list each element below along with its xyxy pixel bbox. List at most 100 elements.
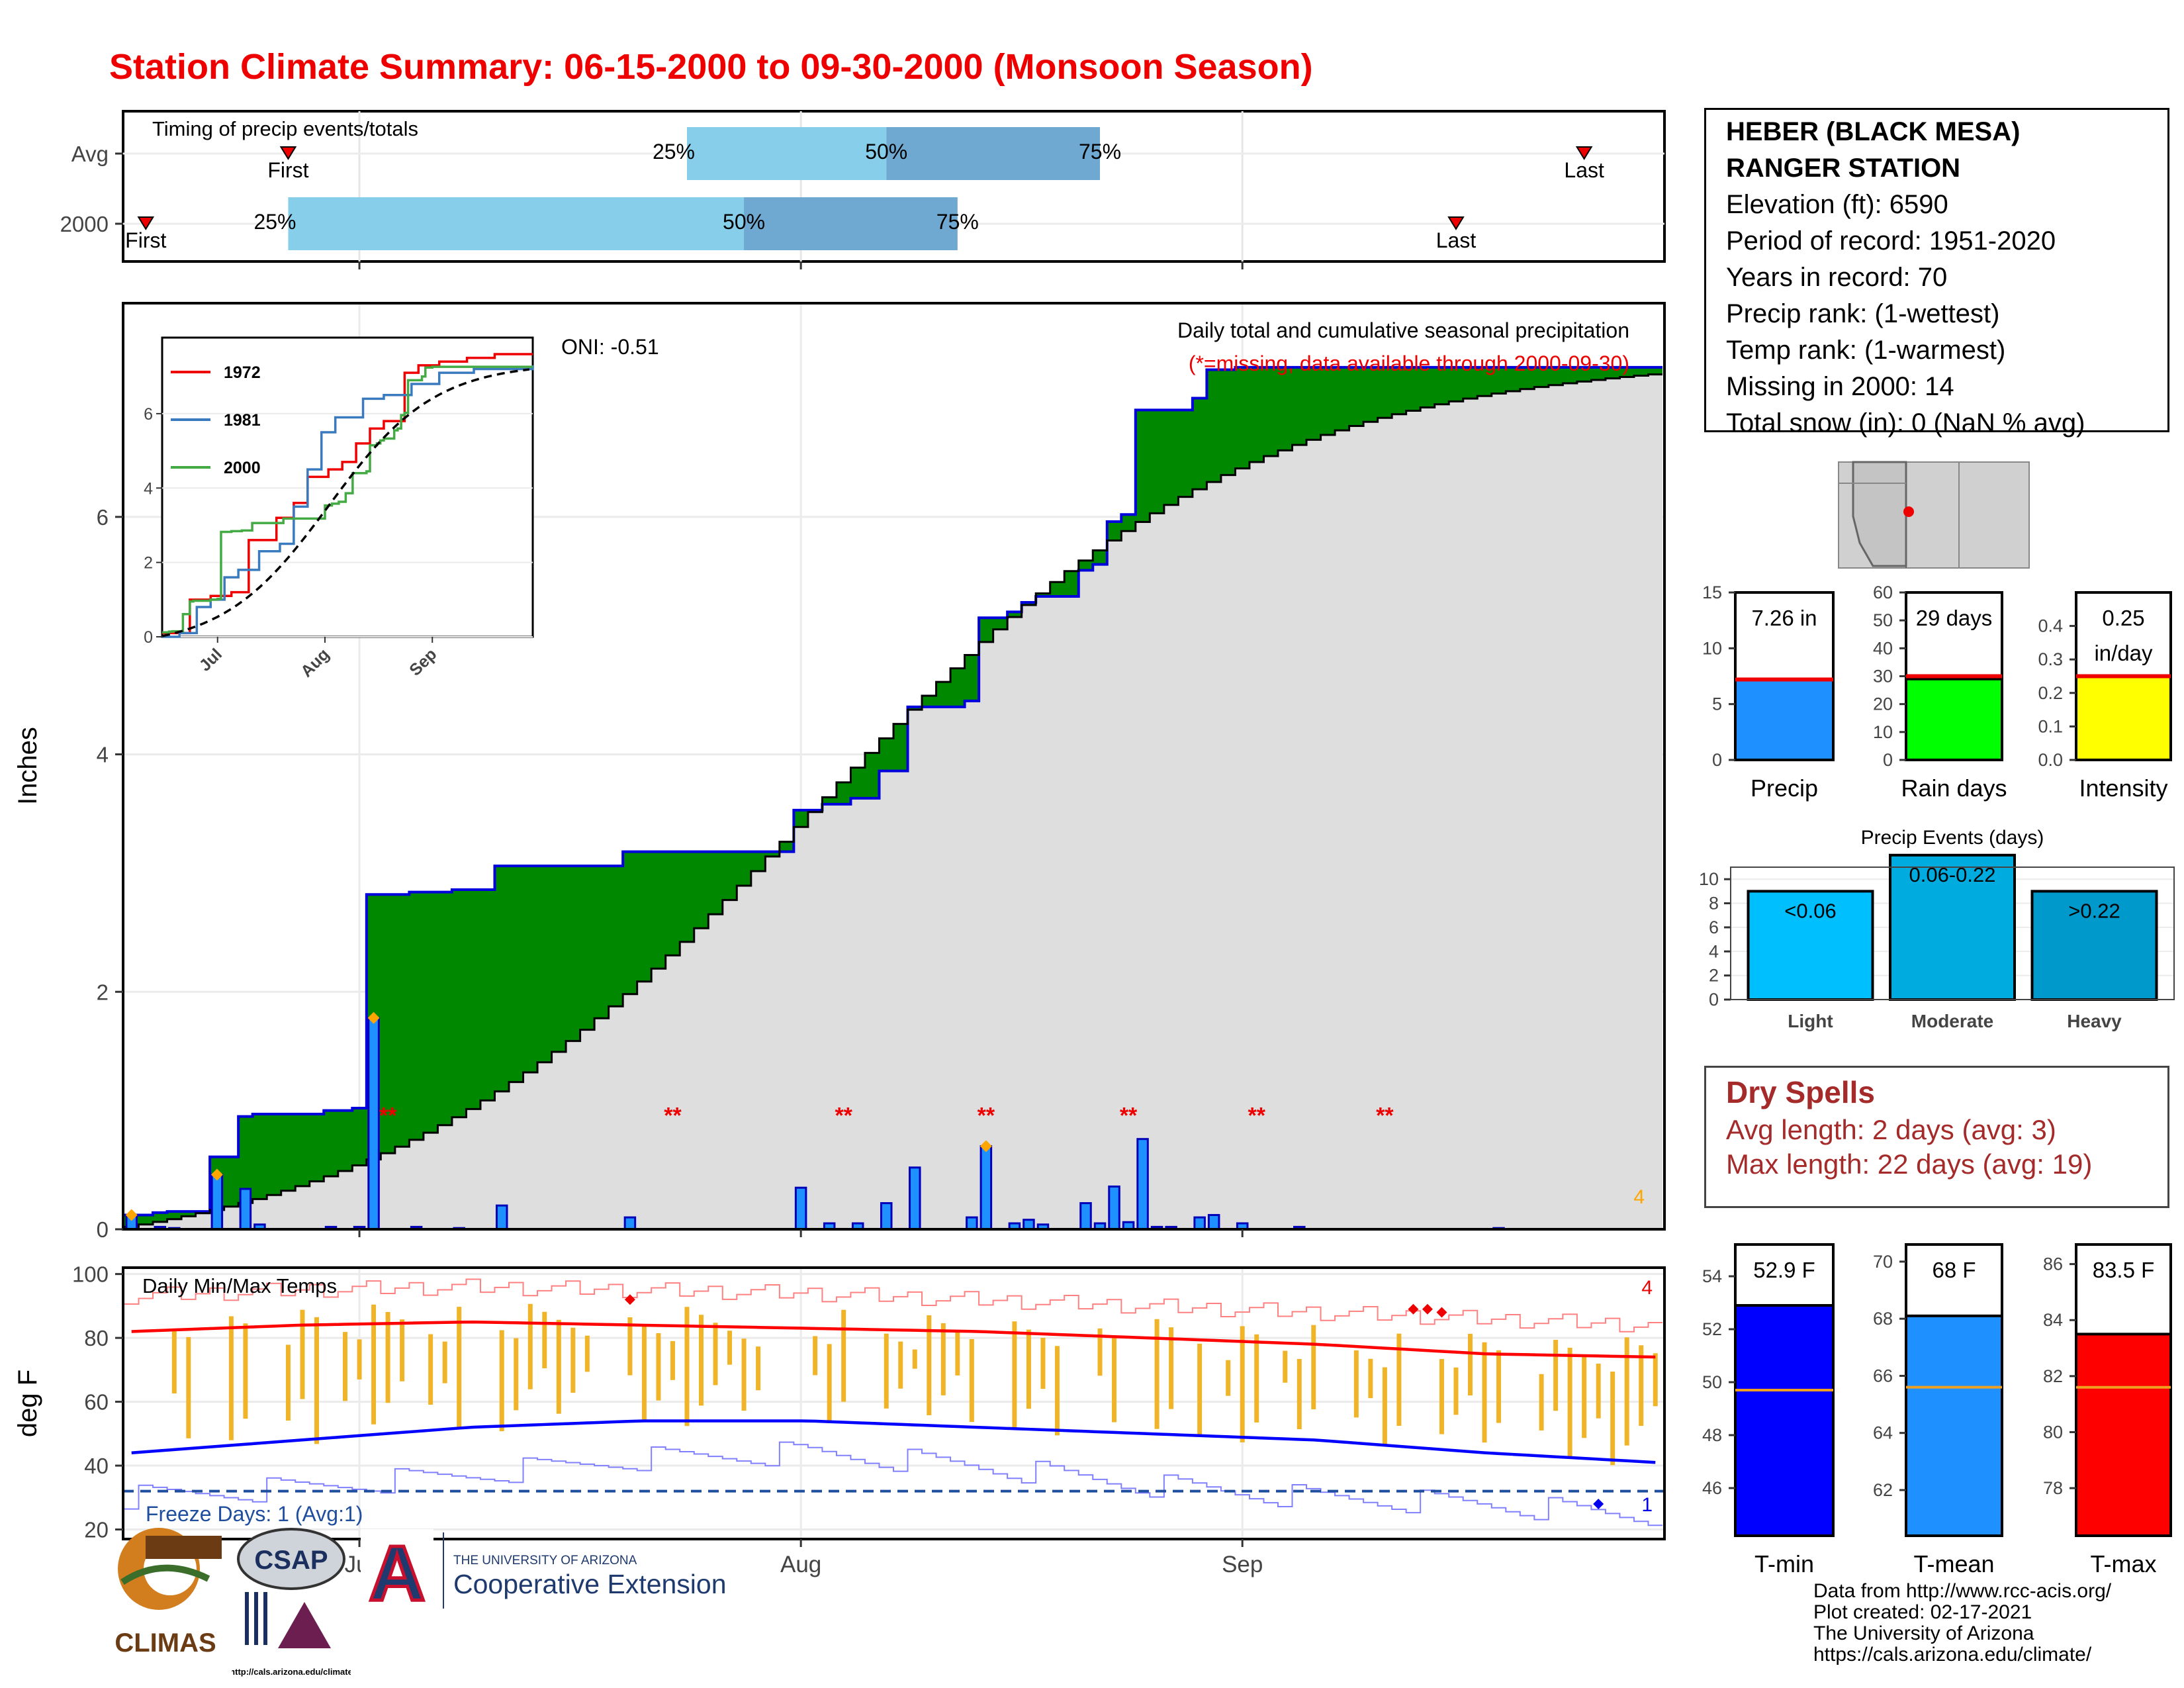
precip-y-tick-label: 0 [97,1217,109,1242]
mini-panel-y-label: 20 [1873,694,1893,714]
daily-temp-bar [969,1338,974,1423]
daily-temp-bar [514,1338,519,1411]
ua-logo-small-text: THE UNIVERSITY OF ARIZONA [453,1554,637,1568]
daily-temp-bar [343,1332,348,1401]
missing-data-marker: ** [1120,1103,1138,1129]
station-info-panel: HEBER (BLACK MESA) RANGER STATION Elevat… [1704,108,2169,438]
daily-temp-bar [314,1317,319,1444]
temp-y-axis-label: deg F [13,1370,42,1437]
daily-precip-bar [1079,1202,1092,1231]
temp-x-tick-label: Sep [1222,1552,1263,1577]
timeline-last-label: Last [1564,158,1604,182]
oni-annotation: ONI: -0.51 [561,335,659,359]
daily-temp-bar [884,1333,889,1409]
csap-logo-rain2 [254,1592,258,1645]
daily-temp-bar [627,1317,633,1376]
daily-temp-bar [1154,1319,1160,1429]
mini-panel-title: T-max [2090,1550,2156,1577]
timeline-bar-25-50 [686,127,887,180]
daily-precip-bar [210,1173,224,1231]
mini-panel-y-label: 0 [1883,750,1893,770]
temp-y-tick-label: 60 [84,1390,109,1415]
daily-temp-bar [841,1309,846,1402]
missing-data-marker: ** [835,1103,852,1129]
daily-temp-bar [1240,1326,1245,1442]
daily-precip-bar [909,1166,921,1231]
inset-avg-line [161,368,529,637]
precip-chart-title: Daily total and cumulative seasonal prec… [1177,318,1629,342]
mini-panel-y-label: 78 [2043,1478,2063,1498]
daily-temp-bar [1026,1329,1031,1409]
mini-panel-value-label: 7.26 in [1751,606,1817,630]
daily-temp-bar [542,1311,547,1369]
timeline-first-label: First [125,228,166,252]
record-precip-marker [210,1168,223,1181]
timeline-bar-25-50 [288,197,745,250]
events-y-label: 0 [1709,990,1719,1009]
mini-panel-title: T-min [1754,1550,1814,1577]
daily-temp-bar [1283,1350,1288,1383]
daily-temp-bar [228,1316,234,1440]
events-chart-title: Precip Events (days) [1861,827,2044,849]
daily-temp-bar [1596,1364,1601,1419]
footer-line-3: The University of Arizona [1813,1622,2034,1644]
mini-panel-value-label: in/day [2094,641,2153,665]
mini-panel-y-label: 10 [1702,638,1722,658]
station-snow: Total snow (in): 0 (NaN % avg) [1726,408,2085,438]
daily-temp-bar [1040,1337,1046,1389]
precip-y-tick-label: 2 [97,980,109,1004]
timeline-label-50: 50% [723,210,765,234]
inset-frame [161,336,534,638]
avg-cumulative-area [124,374,1662,1229]
events-bar [1889,853,2016,1002]
missing-data-marker: ** [1248,1103,1265,1129]
inset-series-line [162,365,533,634]
record-precip-marker [367,1011,380,1024]
daily-temp-bar [1439,1359,1444,1434]
daily-temp-bar [955,1331,960,1376]
record-high-marker [624,1294,635,1305]
mini-panel-value-label: 68 F [1932,1258,1976,1282]
mini-panel-y-label: 46 [1702,1478,1722,1498]
mini-panel-title: Precip [1751,774,1818,802]
mini-panel-y-label: 52 [1702,1319,1722,1339]
mini-panel-y-label: 48 [1702,1425,1722,1445]
mini-panel-y-label: 66 [1873,1366,1893,1385]
daily-temp-bar [1553,1340,1559,1411]
daily-precip-bar [794,1186,807,1231]
record-low-count: 1 [1641,1494,1653,1516]
daily-temp-bar [713,1323,718,1385]
ua-logo-letter: A [369,1530,425,1617]
daily-temp-bar [641,1325,647,1421]
ua-cooperative-extension-logo: A THE UNIVERSITY OF ARIZONA Cooperative … [361,1528,727,1619]
events-bar-label: >0.22 [2068,899,2120,922]
daily-temp-bar [1653,1353,1658,1407]
timeline-label-25: 25% [253,210,296,234]
timeline-title: Timing of precip events/totals [152,117,418,140]
daily-temp-bar [428,1334,433,1405]
daily-temp-bar [243,1323,248,1419]
avg-cumulative-line [124,373,1662,1228]
mini-panel-y-label: 62 [1873,1480,1893,1500]
mini-panel-y-label: 0.0 [2038,750,2063,770]
inset-y-tick-label: 6 [144,405,153,424]
station-precip-rank: Precip rank: (1-wettest) [1726,299,2000,328]
mini-panel-bar [1905,1314,2003,1537]
precip-chart-subtitle: (*=missing, data available through 2000-… [1189,352,1629,375]
inset-legend-label: 1972 [224,363,261,382]
daily-precip-bar [1023,1219,1035,1231]
daily-temp-bar [171,1330,177,1394]
station-name-line2: RANGER STATION [1726,154,1961,183]
station-missing: Missing in 2000: 14 [1726,372,1954,401]
daily-temp-bar [385,1311,390,1403]
events-panel-frame [1730,867,2175,1000]
daily-temp-bar [1169,1327,1174,1409]
page-title: Station Climate Summary: 06-15-2000 to 0… [109,47,1313,87]
events-category-label: Heavy [2067,1011,2122,1031]
mini-panel-y-label: 86 [2043,1254,2063,1274]
daily-temp-bar [1097,1328,1103,1376]
daily-temp-bar [442,1341,447,1383]
dry-spells-max: Max length: 22 days (avg: 19) [1726,1149,2093,1180]
daily-temp-bar [699,1315,704,1406]
